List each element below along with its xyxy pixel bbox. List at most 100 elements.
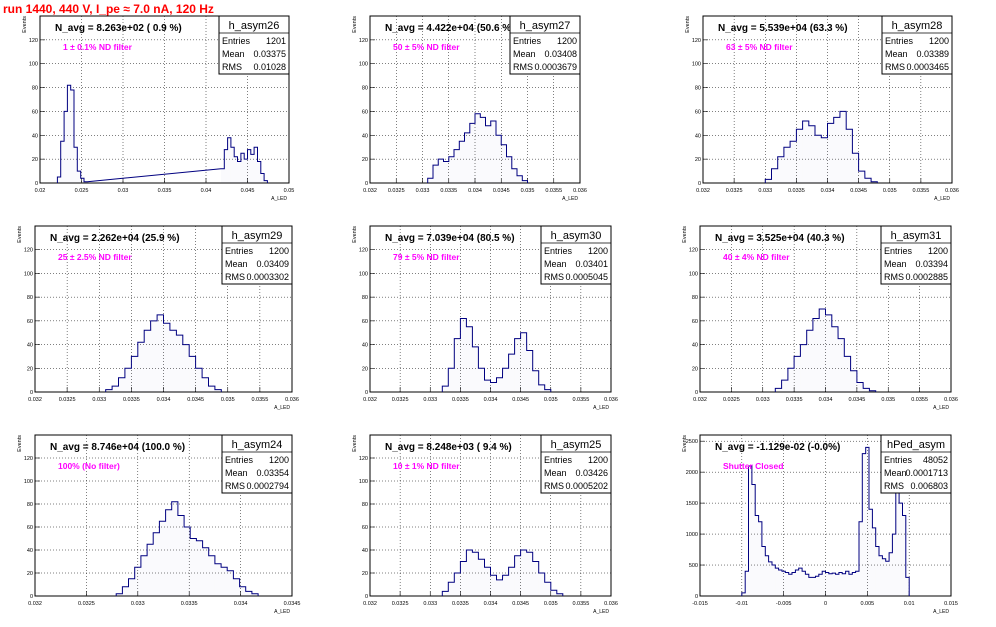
histogram-bin [812,577,815,596]
y-axis-label: Events [17,226,23,243]
histogram-bin [815,576,818,596]
histogram-bin [822,571,825,596]
histogram-line [115,501,259,596]
x-tick-label: 0.033 [131,601,145,607]
histogram-bin [796,129,802,183]
panel-h_asym25: 0.032 0.0325 0.033 0.0335 0.034 0.0345 0.035 0.… [352,434,618,615]
navg-text: N_avg = 5.539e+04 (63.3 %) [718,23,848,34]
x-axis-label: A_LED [593,405,609,411]
histogram-bin [264,181,267,183]
y-tick-label: 120 [24,456,33,462]
histogram-bin [769,562,772,596]
histogram-bin [472,347,478,392]
x-tick-label: 0.005 [860,601,874,607]
histogram-bin [470,123,475,183]
histogram-bin [157,315,163,392]
histogram-bin [795,570,798,596]
histogram-bin [74,147,77,183]
histogram-bin [902,516,905,597]
histogram-bin [794,356,800,392]
histogram-bin [509,354,515,392]
stats-key-mean: Mean [544,259,567,269]
histogram-bin [832,327,838,392]
y-tick-label: 0 [30,390,33,396]
x-tick-label: 0 [824,601,827,607]
histogram-bin [840,111,846,183]
plot-frame [34,434,293,597]
panel-h_asym27: 0.032 0.0325 0.033 0.0335 0.034 0.0345 0.035 0.… [352,15,587,202]
y-tick-label: 80 [695,86,701,92]
x-tick-label: 0.034 [484,397,498,403]
x-tick-label: 0.036 [944,397,958,403]
y-tick-label: 20 [692,366,698,372]
stats-key-rms: RMS [544,272,564,282]
panel-h_asym28: 0.032 0.0325 0.033 0.0335 0.034 0.0345 0.035 0.… [685,15,959,202]
histogram-bin [782,571,785,596]
histogram-bin [475,114,480,183]
histogram-bin [208,386,214,392]
histogram-bin [166,510,172,596]
histogram-bin [515,339,521,392]
y-tick-label: 40 [362,133,368,139]
x-axis-label: A_LED [562,196,578,202]
stats-key-mean: Mean [225,259,248,269]
stats-value-entries: 1200 [269,455,289,465]
histogram-bin [557,594,563,596]
y-tick-label: 40 [32,133,38,139]
stats-title: h_asym24 [232,439,283,451]
stats-title: hPed_asym [887,439,945,451]
histogram-bin [257,162,260,183]
x-tick-label: 0.0355 [911,397,928,403]
filter-label: Shutter Closed [723,461,783,471]
stats-value-rms: 0.0003679 [534,62,577,72]
y-tick-label: 60 [692,319,698,325]
histogram-bin [503,368,509,392]
histogram-bin [248,150,251,183]
filter-label: 100% (No filter) [58,461,120,471]
panel-h_asym26: 0.02 0.025 0.03 0.035 0.04 0.045 0.05 0 20 40 60 80… [22,15,294,202]
y-tick-label: 120 [359,38,368,44]
histogram-bin [771,169,777,183]
stats-key-mean: Mean [225,468,248,478]
y-axis-label: Events [22,16,28,33]
stats-key-entries: Entries [885,36,914,46]
histogram-bin [869,509,872,596]
histogram-bin [539,573,545,596]
y-tick-label: 40 [692,343,698,349]
stats-title: h_asym28 [892,20,943,32]
navg-text: N_avg = 2.262e+04 (25.9 %) [50,233,180,244]
y-tick-label: 2500 [686,439,698,445]
histogram-bin [522,181,527,183]
y-tick-label: 60 [362,319,368,325]
stats-value-rms: 0.01028 [253,62,286,72]
y-tick-label: 80 [362,295,368,301]
histogram-bin [842,574,845,596]
histogram-bin [869,391,875,392]
histogram-bin [859,171,865,183]
histogram-bin [122,587,128,596]
stats-value-mean: 0.03389 [916,49,949,59]
x-tick-label: 0.034 [234,601,248,607]
stats-key-entries: Entries [225,246,254,256]
histogram-bin [517,176,522,183]
y-tick-label: 0 [30,594,33,600]
y-tick-label: 40 [362,548,368,554]
stats-value-mean: 0.03409 [256,259,289,269]
histogram-bin [159,521,165,596]
histogram-bin [486,126,491,183]
x-tick-label: 0.0355 [545,188,562,194]
y-tick-label: 60 [362,525,368,531]
x-tick-label: 0.033 [92,397,106,403]
y-tick-label: 1000 [686,532,698,538]
x-tick-label: 0.032 [696,188,710,194]
stats-box [540,225,612,285]
histogram-bin [448,368,454,392]
stats-key-mean: Mean [885,49,908,59]
y-tick-label: 0 [365,390,368,396]
histogram-bin [442,591,448,596]
histogram-bin [752,485,755,596]
y-tick-label: 100 [24,271,33,277]
x-tick-label: 0.0355 [251,397,268,403]
histogram-bin [775,388,781,392]
